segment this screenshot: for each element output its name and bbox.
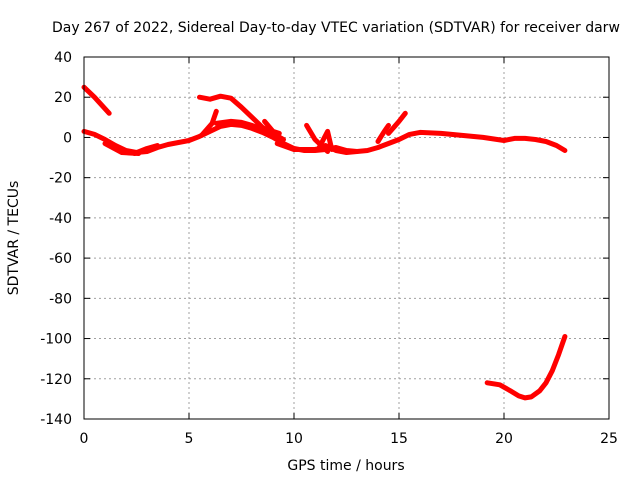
- y-axis-label: SDTVAR / TECUs: [6, 181, 22, 296]
- y-axis-ticks: -140 -120 -100 -80 -60 -40 -20 0 20 40: [40, 50, 609, 428]
- y-tick-label: 40: [54, 50, 72, 66]
- y-tick-label: 20: [54, 90, 72, 106]
- series-line-spike-9: [262, 118, 282, 136]
- data-series-group: [81, 84, 568, 401]
- x-tick-label: 25: [600, 431, 618, 447]
- series-line-spike-14: [375, 122, 391, 144]
- x-axis-label: GPS time / hours: [287, 458, 404, 474]
- x-axis-ticks: 0 5 10 15 20 25: [80, 57, 618, 447]
- series-line-spike-11b: [316, 128, 335, 152]
- x-tick-label: 5: [185, 431, 194, 447]
- x-tick-label: 10: [285, 431, 303, 447]
- series-line-arc-early: [81, 84, 112, 116]
- y-tick-label: -140: [40, 412, 72, 428]
- series-line-dip-3: [131, 143, 160, 156]
- series-line-arc-late: [484, 334, 568, 401]
- y-tick-label: -120: [40, 372, 72, 388]
- series-line-spike-15: [386, 110, 408, 136]
- series-line-spike-11: [304, 122, 331, 154]
- plot-frame: [83, 56, 610, 420]
- y-tick-label: -60: [49, 251, 72, 267]
- series-line-hump-7: [213, 118, 276, 136]
- y-tick-label: -80: [49, 291, 72, 307]
- x-tick-label: 15: [390, 431, 408, 447]
- x-tick-label: 20: [495, 431, 513, 447]
- y-tick-label: -100: [40, 332, 72, 348]
- chart-title: Day 267 of 2022, Sidereal Day-to-day VTE…: [52, 20, 620, 36]
- y-tick-label: -40: [49, 211, 72, 227]
- series-line-dip-12: [323, 143, 360, 155]
- y-tick-label: 0: [63, 130, 72, 146]
- series-line-spike-6: [199, 108, 219, 138]
- x-tick-label: 0: [80, 431, 89, 447]
- y-tick-label: -20: [49, 171, 72, 187]
